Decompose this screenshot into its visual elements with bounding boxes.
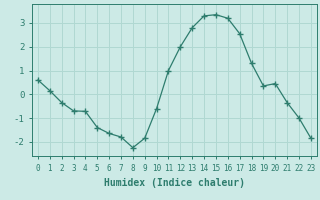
X-axis label: Humidex (Indice chaleur): Humidex (Indice chaleur) <box>104 178 245 188</box>
